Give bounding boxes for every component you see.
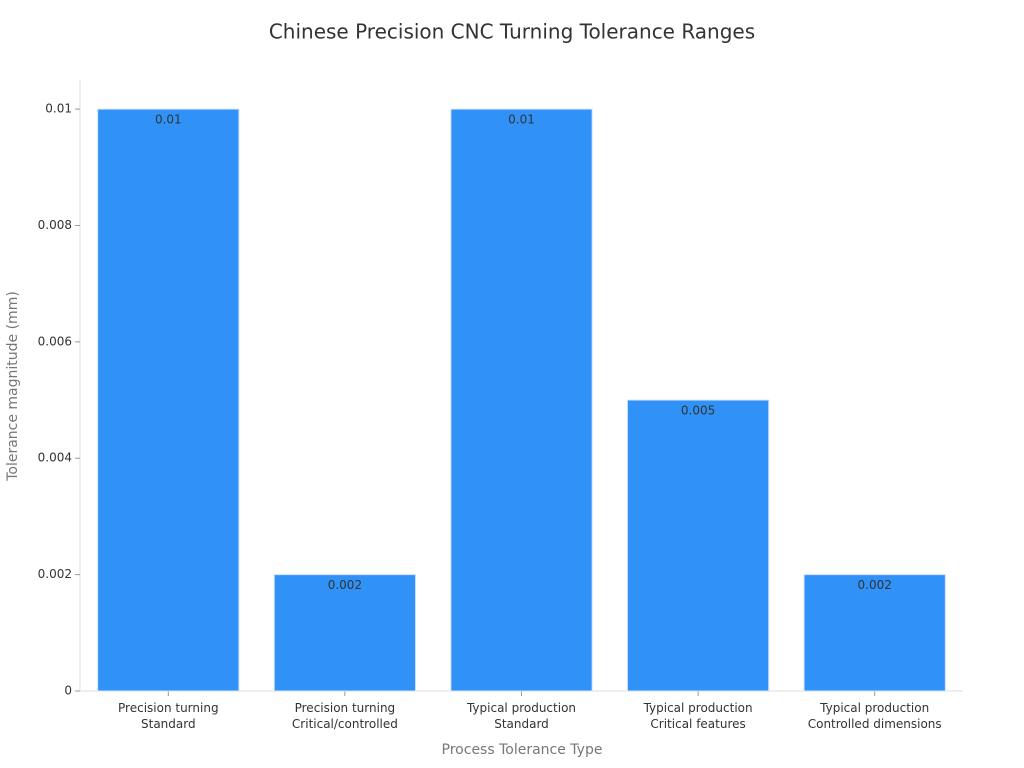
- value-label: 0.002: [858, 578, 892, 592]
- value-label: 0.005: [681, 404, 715, 418]
- x-tick-label: Typical production Critical features: [643, 701, 753, 731]
- x-tick-label-line: Critical features: [650, 717, 745, 731]
- bar: [97, 108, 240, 692]
- bar: [626, 399, 770, 692]
- x-tick-label-line: Typical production: [466, 701, 576, 715]
- x-tick-label: Precision turning Critical/controlled: [292, 701, 398, 731]
- x-tick-label: Precision turning Standard: [118, 701, 219, 731]
- bar: [273, 574, 417, 692]
- x-tick-label-line: Precision turning: [295, 701, 396, 715]
- x-tick-label-line: Standard: [141, 717, 196, 731]
- x-axis-label: Process Tolerance Type: [442, 742, 603, 758]
- y-tick-label: 0.008: [38, 218, 72, 232]
- value-label: 0.01: [155, 113, 182, 127]
- bar: [450, 108, 593, 692]
- value-label: 0.002: [328, 578, 362, 592]
- chart-title: Chinese Precision CNC Turning Tolerance …: [269, 20, 755, 44]
- x-tick-label-line: Precision turning: [118, 701, 219, 715]
- x-tick-label-line: Typical production: [819, 701, 929, 715]
- y-tick-label: 0.006: [38, 334, 72, 348]
- y-tick-label: 0.002: [38, 567, 72, 581]
- y-tick-label: 0.004: [38, 451, 72, 465]
- x-tick-label: Typical production Controlled dimensions: [808, 701, 942, 731]
- y-tick-label: 0.01: [45, 102, 72, 116]
- x-tick-label-line: Standard: [494, 717, 549, 731]
- x-tick-label-line: Critical/controlled: [292, 717, 398, 731]
- x-tick-label: Typical production Standard: [466, 701, 576, 731]
- y-tick-label: 0: [64, 684, 72, 698]
- x-tick-label-line: Controlled dimensions: [808, 717, 942, 731]
- value-label: 0.01: [508, 113, 535, 127]
- x-tick-label-line: Typical production: [643, 701, 753, 715]
- y-axis-label: Tolerance magnitude (mm): [5, 291, 21, 482]
- bar: [803, 574, 946, 692]
